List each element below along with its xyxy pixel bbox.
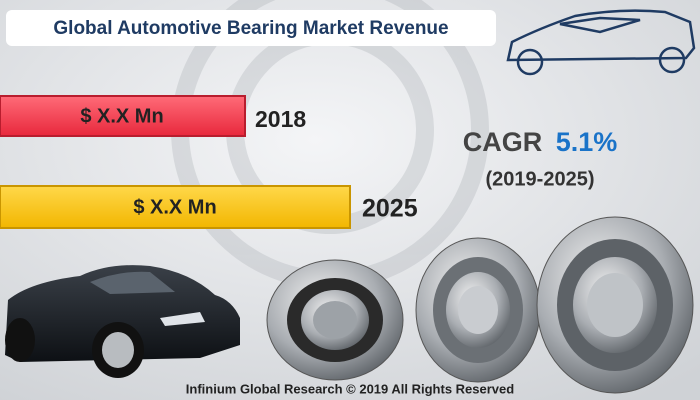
bearing-2 <box>415 237 541 383</box>
title: Global Automotive Bearing Market Revenue <box>53 18 448 39</box>
cagr: CAGR 5.1% <box>463 127 618 157</box>
cagr-value: 5.1% <box>556 127 618 157</box>
cagr-label: CAGR <box>463 127 543 157</box>
car-image <box>5 265 240 378</box>
title-box <box>6 10 496 46</box>
footer: Infinium Global Research © 2019 All Righ… <box>186 381 514 396</box>
bearing-3 <box>536 216 694 394</box>
bar-label: $ X.X Mn <box>80 105 163 127</box>
bearing-1 <box>266 259 404 381</box>
car-icon <box>506 9 696 76</box>
cagr-period: (2019-2025) <box>486 168 595 190</box>
bar-label: $ X.X Mn <box>133 196 216 218</box>
bar-2025 <box>0 185 351 229</box>
bar-year: 2025 <box>362 195 418 223</box>
bar-year: 2018 <box>255 106 306 132</box>
bar-2018 <box>0 95 246 137</box>
